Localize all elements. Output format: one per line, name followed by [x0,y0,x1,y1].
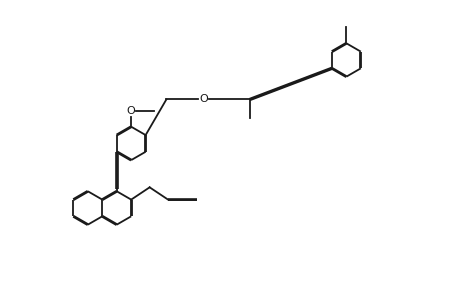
Text: O: O [199,94,207,104]
Text: O: O [127,106,135,116]
